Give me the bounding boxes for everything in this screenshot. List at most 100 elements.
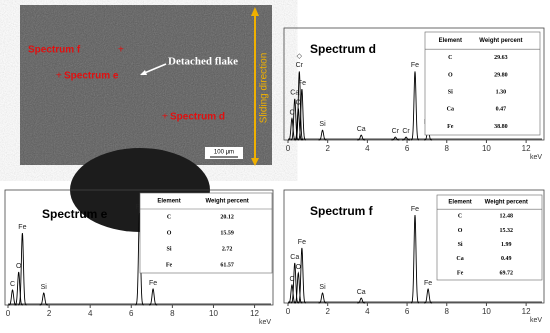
- peak: [357, 297, 366, 304]
- peak-label: Si: [41, 284, 48, 291]
- spectrum-title: Spectrum e: [42, 207, 108, 221]
- table-cell: O: [167, 230, 172, 236]
- table-cell: 15.32: [500, 228, 514, 234]
- peak: [39, 292, 48, 306]
- x-tick-label: 10: [482, 307, 491, 316]
- table-cell: 20.12: [220, 214, 234, 220]
- cross: +: [162, 112, 168, 123]
- x-tick-label: 12: [522, 307, 531, 316]
- peak: [148, 288, 158, 306]
- table-frame: [436, 194, 543, 281]
- peak-label: Ca: [357, 289, 366, 296]
- x-tick-label: 4: [88, 309, 93, 318]
- table-cell: Ca: [447, 107, 454, 113]
- x-tick-label: 6: [129, 309, 134, 318]
- scale-bar-box: [205, 147, 243, 159]
- peak: [14, 271, 23, 306]
- cross: +: [56, 71, 62, 82]
- arrow-head: [251, 7, 259, 16]
- table-header: Weight percent: [206, 199, 249, 205]
- x-tick-label: 4: [365, 144, 370, 153]
- peak-label: C: [289, 276, 294, 283]
- annotation-arrow: [141, 63, 167, 75]
- table-cell: 29.63: [494, 55, 508, 61]
- table-cell: 2.72: [222, 246, 233, 252]
- arrow-head: [251, 158, 259, 166]
- table-header: Weight percent: [485, 200, 528, 206]
- spectrum-title: Spectrum f: [310, 204, 374, 218]
- sem-label: Spectrum f: [28, 45, 81, 56]
- table-cell: 38.80: [494, 124, 508, 130]
- peak-label: Si: [319, 284, 326, 291]
- table-cell: Ca: [456, 256, 463, 262]
- table-frame: [139, 192, 273, 274]
- x-tick-label: 0: [286, 307, 291, 316]
- peak-label: Fe: [298, 80, 306, 87]
- peak-label: Fe: [149, 280, 157, 287]
- peak-marker: ◇: [297, 53, 303, 60]
- x-tick-label: 12: [250, 309, 259, 318]
- cross: +: [118, 45, 124, 56]
- peak-label: C: [10, 281, 15, 288]
- spectrum-frame: [283, 189, 545, 304]
- peak-label: Fe: [411, 206, 419, 213]
- table-header: Element: [439, 38, 462, 44]
- peak-label: Si: [319, 121, 326, 128]
- table-cell: Si: [448, 89, 453, 95]
- peak-label: Fe: [298, 239, 306, 246]
- x-tick-label: 10: [482, 144, 491, 153]
- peak: [8, 289, 17, 306]
- peak: [297, 247, 306, 304]
- table-cell: 0.47: [496, 107, 507, 113]
- scale-bar-label: 100 μm: [214, 150, 234, 156]
- x-tick-label: 10: [209, 309, 218, 318]
- peak-label: Fe: [411, 62, 419, 69]
- sem-label: Spectrum d: [170, 112, 225, 123]
- x-unit: keV: [530, 317, 542, 324]
- spectrum-frame: [283, 27, 545, 141]
- annotation: Detached flake: [168, 56, 238, 68]
- table-cell: 29.80: [494, 72, 508, 78]
- table-cell: O: [448, 72, 453, 78]
- direction-label: Sliding direction: [259, 53, 270, 124]
- peak-label: O: [16, 263, 22, 270]
- peak: [410, 214, 420, 304]
- sem-image: Spectrum f + + Spectrum e + Spectrum d D…: [20, 5, 272, 232]
- table-cell: C: [458, 214, 462, 220]
- table-cell: Fe: [447, 124, 454, 130]
- table-cell: 1.30: [496, 89, 507, 95]
- peak-label: Cr: [402, 128, 410, 135]
- peak: [297, 88, 306, 141]
- peak-label: Fe: [135, 204, 143, 211]
- peak-label: Cr: [296, 62, 304, 69]
- peak: [287, 283, 296, 304]
- peak: [318, 129, 327, 141]
- peak-label: C: [289, 109, 294, 116]
- table-cell: 61.57: [220, 262, 234, 268]
- table-cell: Fe: [457, 270, 464, 276]
- table-cell: O: [458, 228, 463, 234]
- peak: [410, 71, 420, 141]
- table-header: Element: [157, 199, 180, 205]
- peak-label: Ca: [357, 126, 366, 133]
- x-tick-label: 8: [445, 307, 450, 316]
- peak: [295, 71, 304, 141]
- x-unit: keV: [530, 154, 542, 161]
- x-tick-label: 0: [6, 309, 11, 318]
- spectrum-frame: [4, 189, 274, 306]
- table-cell: 1.99: [501, 242, 512, 248]
- x-tick-label: 8: [170, 309, 175, 318]
- peak: [290, 98, 299, 141]
- table-frame: [424, 31, 541, 136]
- table-cell: C: [448, 55, 452, 61]
- x-tick-label: 8: [445, 144, 450, 153]
- sem-label: Spectrum e: [64, 71, 119, 82]
- x-tick-label: 4: [365, 307, 370, 316]
- x-tick-label: 2: [325, 307, 330, 316]
- arrow-head: [140, 70, 147, 75]
- peak-label: Ca: [290, 254, 299, 261]
- x-tick-label: 12: [522, 144, 531, 153]
- x-unit: keV: [259, 319, 271, 326]
- table-cell: 69.72: [500, 270, 514, 276]
